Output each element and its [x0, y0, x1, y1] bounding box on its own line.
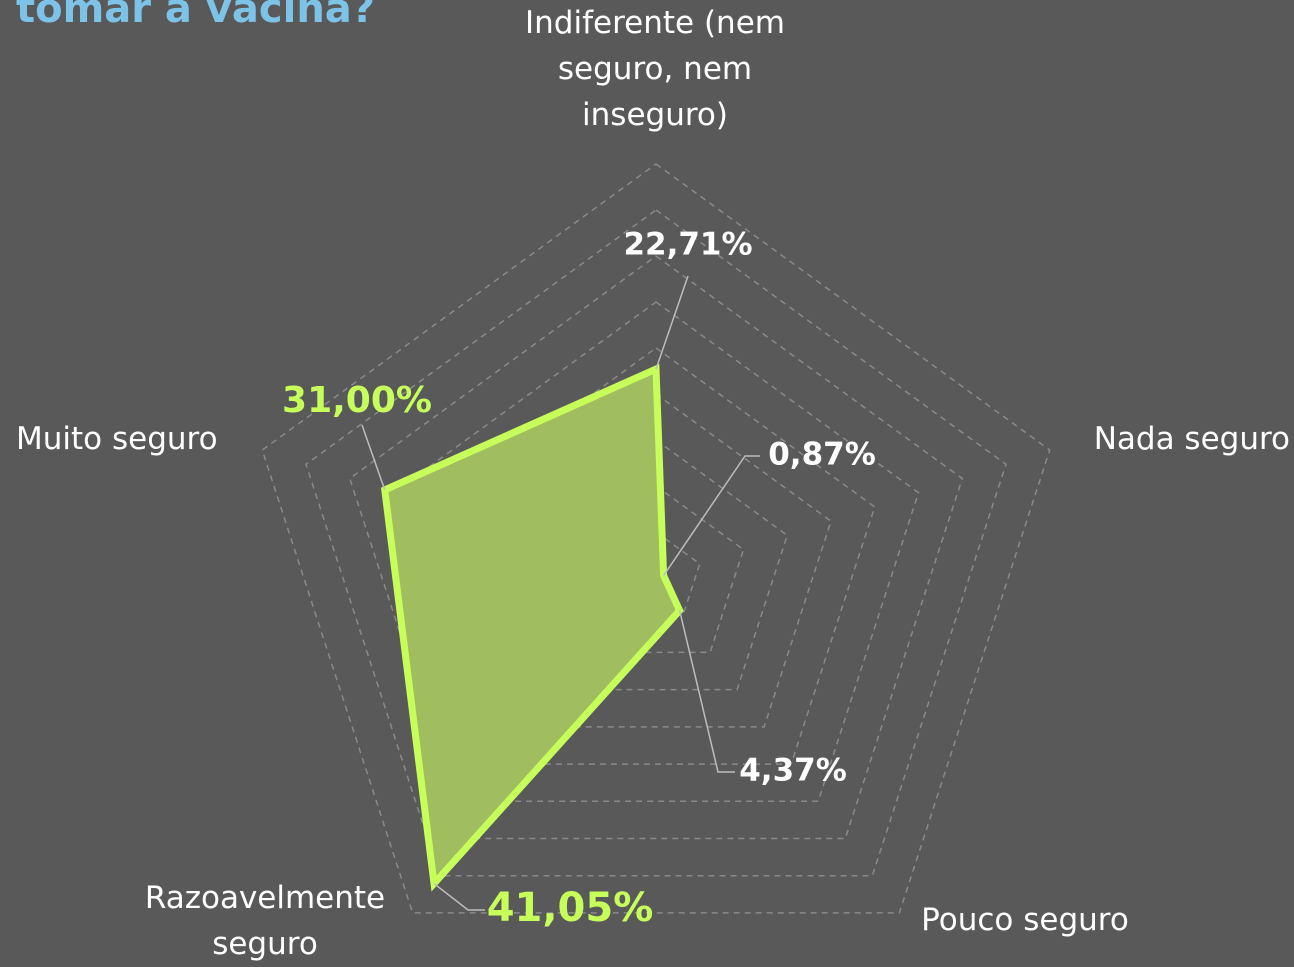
axis-label: Pouco seguro [921, 902, 1129, 938]
grid-ring [305, 209, 1007, 877]
grid-ring [348, 255, 964, 840]
grid-ring [480, 393, 832, 728]
value-label: 4,37% [739, 753, 847, 789]
chart-title: tomar a vacina? [16, 0, 376, 32]
leader-line [655, 275, 689, 370]
value-label: 31,00% [282, 380, 432, 421]
value-label: 22,71% [623, 227, 752, 263]
grid-ring [261, 163, 1051, 914]
value-label: 41,05% [487, 885, 654, 931]
value-label: 0,87% [768, 437, 876, 473]
axis-label: Muito seguro [16, 421, 218, 457]
axis-label: Nada seguro [1093, 421, 1290, 457]
grid-ring [567, 485, 745, 654]
leader-line [662, 455, 760, 576]
leader-line [678, 610, 735, 773]
radar-area [380, 363, 684, 892]
axis-label: Indiferente (nem seguro, nem inseguro) [525, 5, 785, 133]
axis-label: Razoavelmente seguro [144, 880, 386, 962]
leader-line [433, 882, 485, 911]
leader-line [361, 424, 386, 491]
